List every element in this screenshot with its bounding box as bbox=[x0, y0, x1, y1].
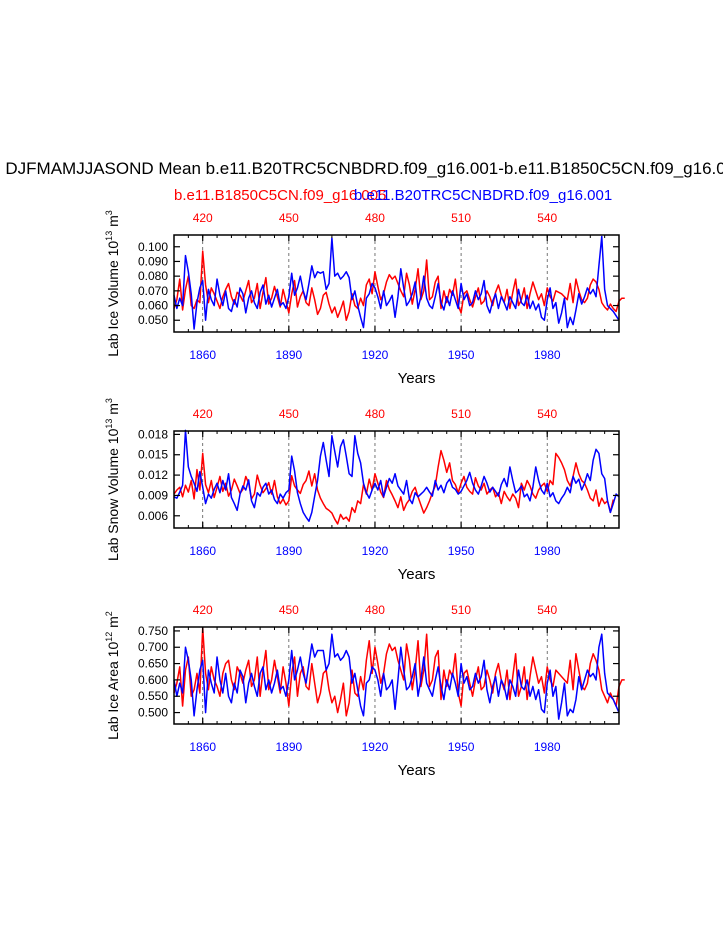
top-x-tick-label: 480 bbox=[365, 407, 385, 421]
x-tick-label: 1890 bbox=[275, 740, 302, 754]
chart-panel: 1860 1890 1920 1950 1980 420 450 480 510 540 0.006… bbox=[104, 398, 620, 583]
top-x-tick-label: 510 bbox=[451, 603, 471, 617]
y-tick-label: 0.080 bbox=[138, 269, 168, 283]
y-tick-label: 0.070 bbox=[138, 284, 168, 298]
top-x-tick-label: 540 bbox=[537, 407, 557, 421]
x-tick-label: 1920 bbox=[362, 348, 389, 362]
y-tick-label: 0.700 bbox=[138, 640, 168, 654]
series-line bbox=[173, 449, 614, 525]
top-x-tick-label: 510 bbox=[451, 407, 471, 421]
chart-panel: 1860 1890 1920 1950 1980 420 450 480 510 540 0.500… bbox=[104, 603, 625, 779]
x-axis-label: Years bbox=[398, 566, 436, 583]
top-x-tick-label: 420 bbox=[193, 603, 213, 617]
subtitle-control-run: b.e11.B1850C5CN.f09_g16.005 bbox=[174, 187, 386, 204]
series-line bbox=[173, 235, 620, 330]
y-tick-label: 0.100 bbox=[138, 240, 168, 254]
x-tick-label: 1920 bbox=[362, 544, 389, 558]
x-tick-label: 1890 bbox=[275, 348, 302, 362]
figure-title: DJFMAMJJASOND Mean b.e11.B20TRC5CNBDRD.f… bbox=[5, 159, 723, 178]
x-tick-label: 1980 bbox=[534, 348, 561, 362]
y-tick-label: 0.550 bbox=[138, 689, 168, 703]
y-tick-label: 0.600 bbox=[138, 673, 168, 687]
panels-container: 1860 1890 1920 1950 1980 420 450 480 510 540 0.050… bbox=[104, 210, 625, 779]
x-axis-label: Years bbox=[398, 762, 436, 779]
y-tick-label: 0.060 bbox=[138, 299, 168, 313]
top-x-tick-label: 540 bbox=[537, 211, 557, 225]
x-tick-label: 1950 bbox=[448, 740, 475, 754]
y-tick-label: 0.006 bbox=[138, 509, 168, 523]
x-tick-label: 1950 bbox=[448, 544, 475, 558]
top-x-tick-label: 480 bbox=[365, 211, 385, 225]
x-tick-label: 1860 bbox=[189, 740, 216, 754]
y-tick-label: 0.650 bbox=[138, 657, 168, 671]
y-tick-label: 0.018 bbox=[138, 427, 168, 441]
x-tick-label: 1950 bbox=[448, 348, 475, 362]
y-tick-label: 0.050 bbox=[138, 313, 168, 327]
series-line bbox=[173, 429, 620, 522]
y-axis-label: Lab Ice Area 1012 m2 bbox=[104, 611, 121, 740]
y-tick-label: 0.012 bbox=[138, 468, 168, 482]
top-x-tick-label: 420 bbox=[193, 211, 213, 225]
top-x-tick-label: 540 bbox=[537, 603, 557, 617]
y-tick-label: 0.500 bbox=[138, 706, 168, 720]
y-tick-label: 0.009 bbox=[138, 488, 168, 502]
top-x-tick-label: 420 bbox=[193, 407, 213, 421]
top-x-tick-label: 450 bbox=[279, 407, 299, 421]
top-x-tick-label: 450 bbox=[279, 603, 299, 617]
y-axis-label: Lab Ice Volume 1013 m3 bbox=[104, 210, 121, 357]
plot-frame bbox=[173, 430, 620, 529]
subtitle-historical-run: b.e11.B20TRC5CNBDRD.f09_g16.001 bbox=[354, 187, 612, 204]
x-tick-label: 1890 bbox=[275, 544, 302, 558]
x-tick-label: 1860 bbox=[189, 544, 216, 558]
y-tick-label: 0.750 bbox=[138, 624, 168, 638]
series-line bbox=[173, 633, 620, 720]
x-axis-label: Years bbox=[398, 370, 436, 387]
plot-frame bbox=[173, 234, 620, 333]
top-x-tick-label: 480 bbox=[365, 603, 385, 617]
y-tick-label: 0.090 bbox=[138, 254, 168, 268]
x-tick-label: 1980 bbox=[534, 544, 561, 558]
chart-panel: 1860 1890 1920 1950 1980 420 450 480 510 540 0.050… bbox=[104, 210, 625, 387]
x-tick-label: 1980 bbox=[534, 740, 561, 754]
x-tick-label: 1920 bbox=[362, 740, 389, 754]
y-axis-label: Lab Snow Volume 1013 m3 bbox=[104, 398, 121, 561]
plot-frame bbox=[173, 626, 620, 725]
y-tick-label: 0.015 bbox=[138, 448, 168, 462]
top-x-tick-label: 450 bbox=[279, 211, 299, 225]
x-tick-label: 1860 bbox=[189, 348, 216, 362]
top-x-tick-label: 510 bbox=[451, 211, 471, 225]
